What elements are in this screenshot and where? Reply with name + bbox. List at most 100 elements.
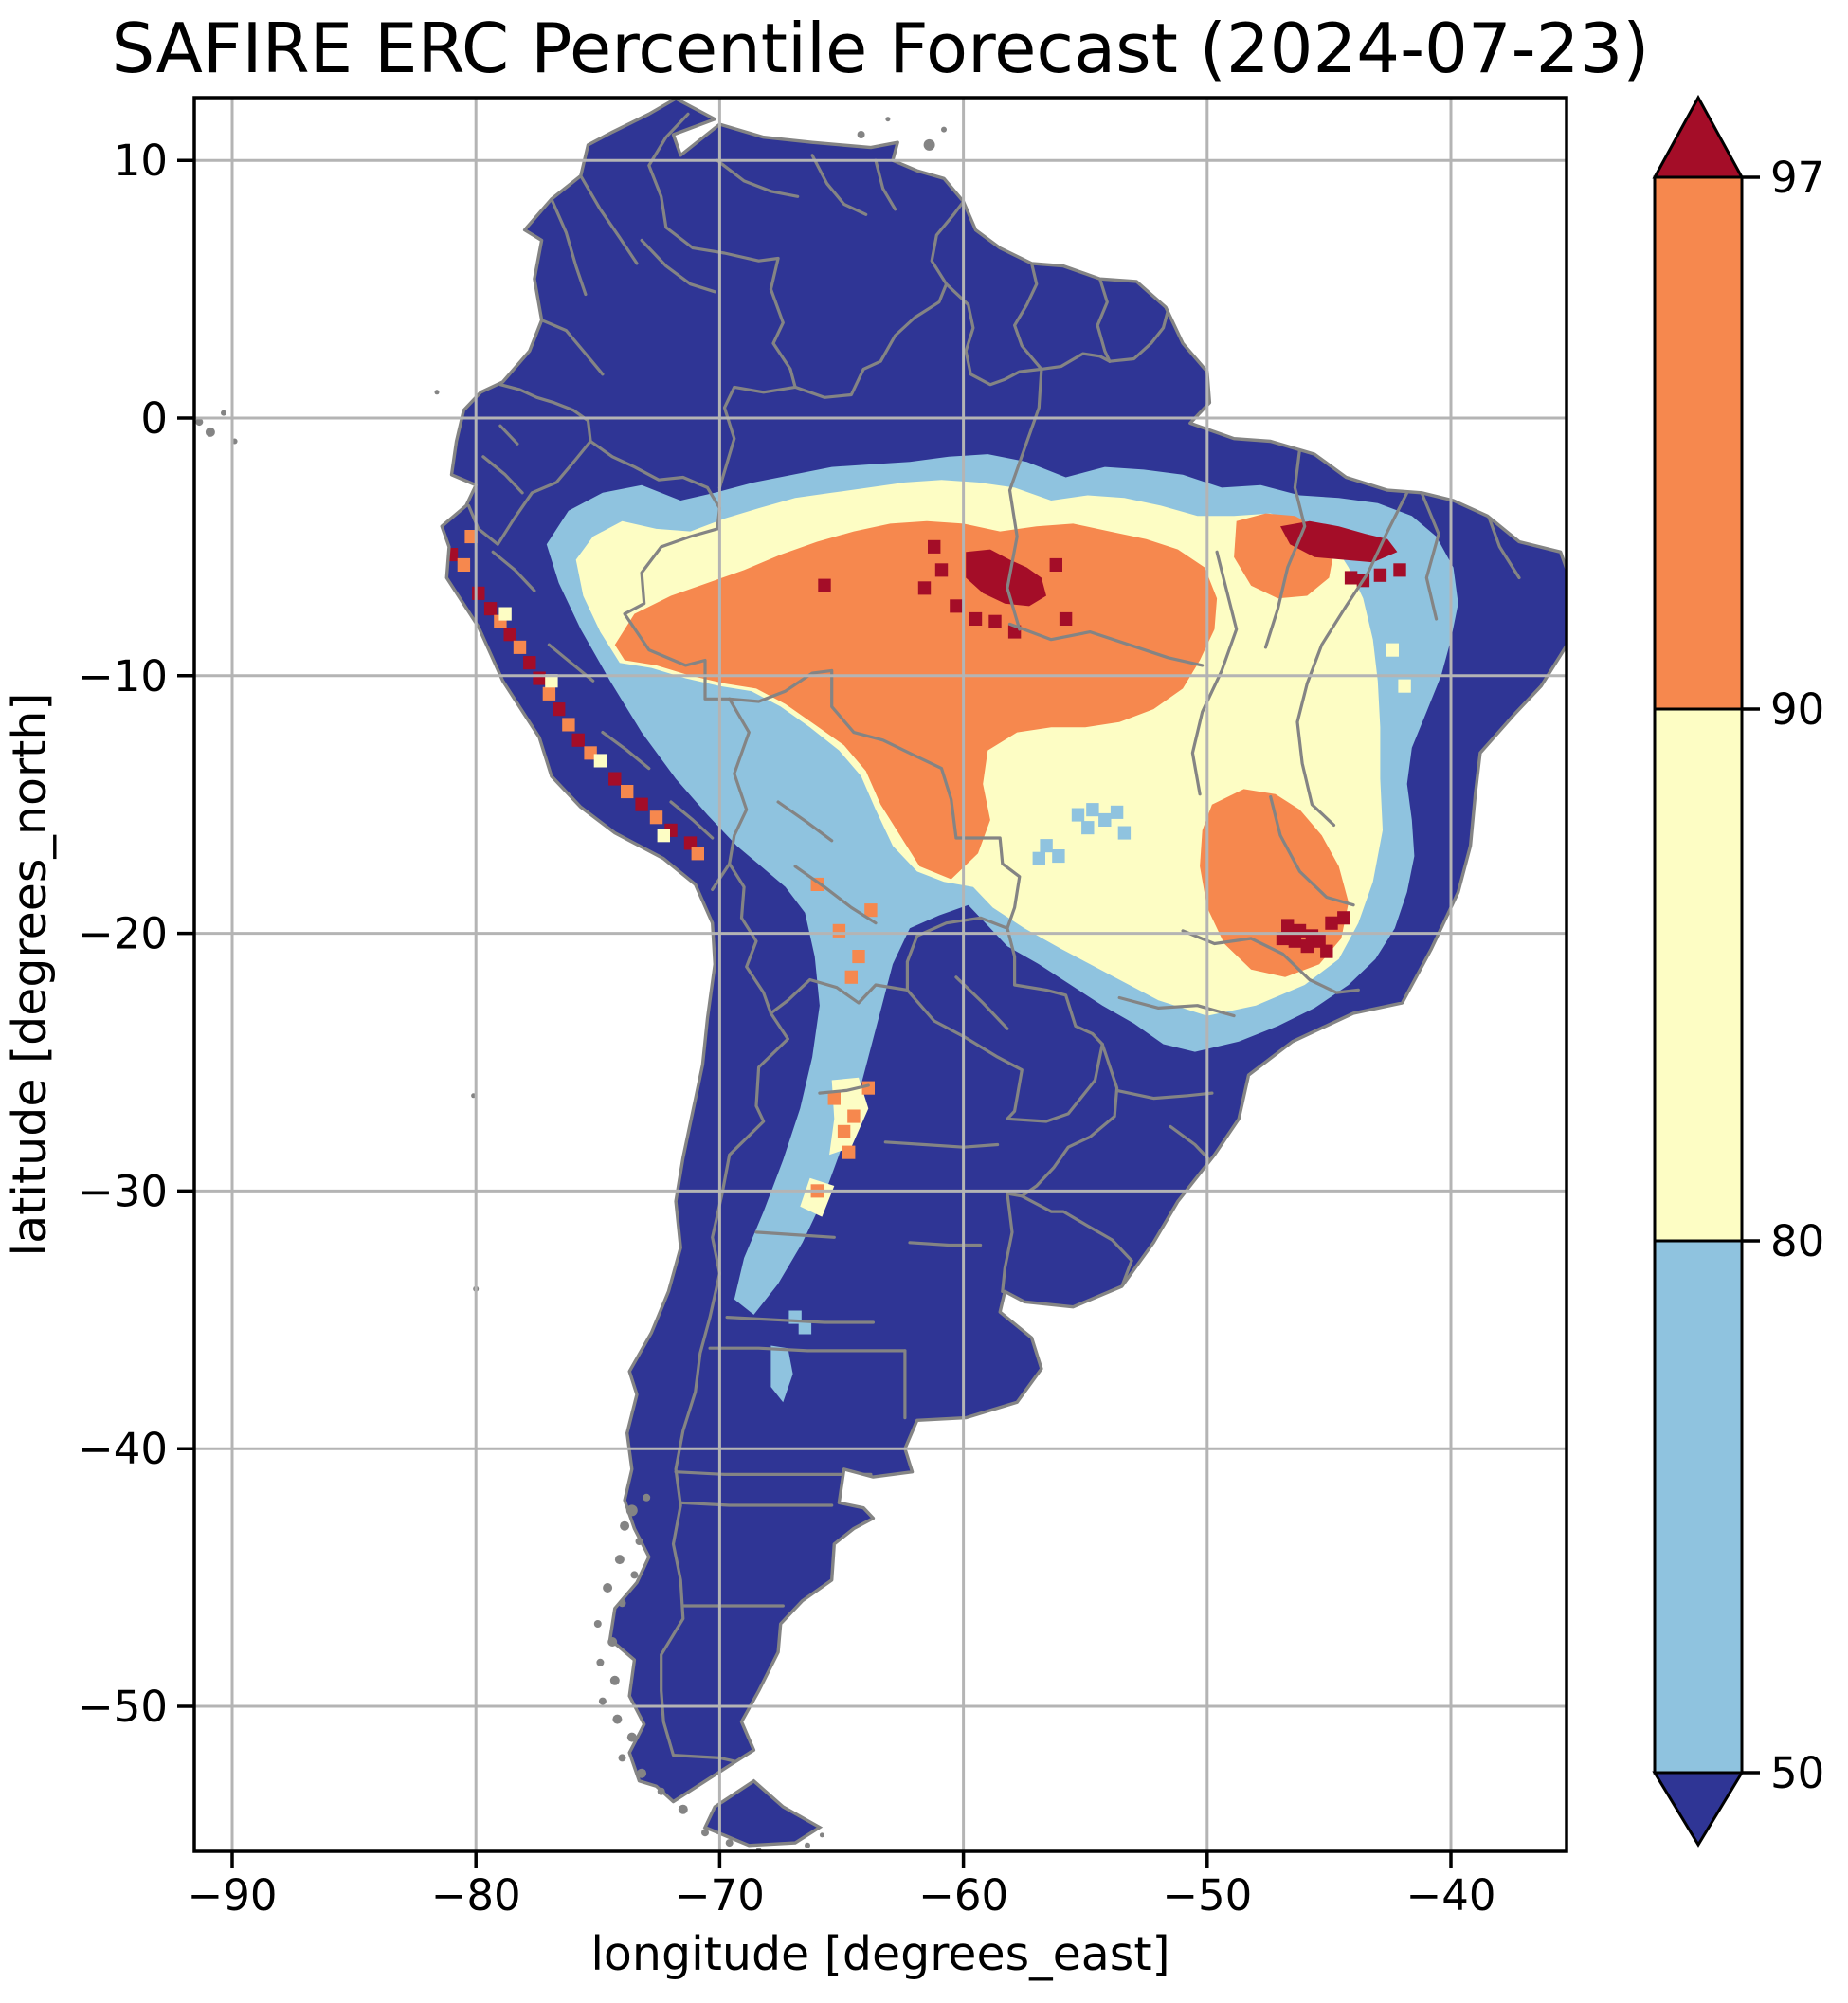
admin-border-39 bbox=[1169, 1124, 1211, 1162]
cell-orange bbox=[584, 746, 597, 760]
cell-darkred bbox=[934, 563, 949, 577]
cell-darkred bbox=[1393, 563, 1406, 577]
admin-border-56 bbox=[679, 1501, 834, 1507]
colorbar-tick-label: 97 bbox=[1770, 153, 1824, 203]
admin-border-62 bbox=[818, 1083, 870, 1095]
islet bbox=[603, 1583, 613, 1593]
islet bbox=[596, 1658, 605, 1666]
admin-border-31 bbox=[1486, 512, 1521, 580]
axis-ticks bbox=[177, 158, 1453, 1868]
cell-darkred bbox=[988, 614, 1002, 628]
admin-border-9 bbox=[466, 439, 592, 546]
colorbar-tick-label: 50 bbox=[1770, 1748, 1824, 1798]
x-tick-label: −80 bbox=[431, 1870, 521, 1921]
islet bbox=[593, 1620, 602, 1628]
islet bbox=[612, 1714, 623, 1724]
cell-orange bbox=[832, 923, 846, 938]
region-orange-5 bbox=[614, 520, 1218, 880]
percentile-regions bbox=[546, 454, 1458, 1403]
x-tick-label: −90 bbox=[188, 1870, 278, 1921]
islet bbox=[923, 138, 935, 151]
cell-orange bbox=[827, 1091, 841, 1105]
islet bbox=[195, 418, 204, 427]
islet bbox=[609, 1675, 620, 1685]
x-tick-label: −70 bbox=[675, 1870, 765, 1921]
admin-border-12 bbox=[717, 385, 797, 489]
admin-border-17 bbox=[905, 916, 1009, 992]
admin-border-28 bbox=[1263, 447, 1307, 649]
admin-border-19 bbox=[660, 1011, 789, 1768]
y-tick-label: −20 bbox=[78, 909, 168, 959]
admin-border-63 bbox=[883, 1140, 1000, 1149]
cell-darkred bbox=[1313, 934, 1326, 948]
cell-orange bbox=[621, 785, 634, 799]
cell-lightblue bbox=[1032, 851, 1045, 865]
y-tick-label: −50 bbox=[78, 1682, 168, 1732]
cell-lightblue bbox=[1071, 808, 1085, 822]
y-tick-label: −40 bbox=[78, 1424, 168, 1474]
admin-border-13 bbox=[728, 697, 751, 865]
colorbar-segment-90-97 bbox=[1653, 175, 1744, 711]
x-tick-label: −60 bbox=[918, 1870, 1008, 1921]
admin-border-65 bbox=[954, 975, 1009, 1030]
y-tick-label: 0 bbox=[140, 393, 168, 444]
admin-border-4 bbox=[1013, 262, 1043, 371]
admin-border-1 bbox=[793, 282, 949, 399]
islet bbox=[434, 390, 440, 395]
admin-border-46 bbox=[874, 158, 897, 211]
islet bbox=[620, 1520, 630, 1531]
cell-darkred bbox=[1288, 934, 1302, 948]
admin-border-36 bbox=[1269, 794, 1355, 907]
cell-orange bbox=[464, 530, 478, 544]
colorbar-tick-label: 90 bbox=[1770, 684, 1824, 735]
plot-area bbox=[195, 98, 1567, 1851]
cell-lightblue bbox=[1117, 826, 1132, 840]
cell-darkred bbox=[1373, 568, 1387, 582]
islet bbox=[618, 1599, 626, 1608]
admin-border-61 bbox=[754, 1230, 836, 1239]
colorbar: 97 90 80 50 bbox=[1652, 94, 1824, 1848]
cell-darkred bbox=[523, 656, 536, 670]
cell-yellow bbox=[1398, 679, 1411, 693]
islet bbox=[221, 410, 226, 416]
islet bbox=[598, 1697, 607, 1705]
islet bbox=[701, 1829, 709, 1837]
cell-darkred bbox=[571, 733, 585, 747]
admin-border-11 bbox=[623, 527, 732, 701]
cell-darkred bbox=[1337, 911, 1350, 925]
y-axis-label: latitude [degrees_north] bbox=[3, 693, 57, 1257]
cell-darkred bbox=[917, 581, 932, 595]
cell-darkred bbox=[1344, 571, 1358, 585]
admin-border-24 bbox=[1006, 1042, 1119, 1198]
admin-border-2 bbox=[930, 200, 966, 286]
islet bbox=[607, 1637, 618, 1647]
cell-orange bbox=[649, 810, 663, 825]
admin-borders bbox=[466, 112, 1521, 1802]
cell-orange bbox=[691, 847, 704, 861]
percentile-cells bbox=[444, 530, 1411, 1335]
cell-yellow bbox=[498, 607, 512, 621]
admin-border-35 bbox=[1181, 929, 1360, 994]
cell-darkred bbox=[1281, 919, 1295, 933]
cell-yellow bbox=[545, 674, 558, 688]
region-darkred-9 bbox=[1280, 520, 1398, 563]
admin-border-58 bbox=[708, 1346, 907, 1353]
islet bbox=[626, 1732, 637, 1742]
cell-darkred bbox=[608, 772, 622, 786]
admin-border-34 bbox=[1007, 622, 1205, 667]
cell-darkred bbox=[1300, 939, 1314, 954]
cell-darkred bbox=[969, 611, 983, 626]
plot-frame bbox=[192, 96, 1568, 1853]
admin-border-47 bbox=[491, 550, 536, 592]
x-tick-label: −50 bbox=[1162, 1870, 1252, 1921]
y-tick-label: −10 bbox=[78, 651, 168, 701]
cell-darkred bbox=[1049, 557, 1062, 572]
islet bbox=[819, 1832, 824, 1838]
cell-orange bbox=[861, 1081, 875, 1095]
admin-border-32 bbox=[1295, 682, 1336, 827]
cell-lightblue bbox=[1086, 803, 1099, 817]
cell-darkred bbox=[1059, 611, 1073, 626]
admin-border-60 bbox=[725, 1316, 875, 1324]
